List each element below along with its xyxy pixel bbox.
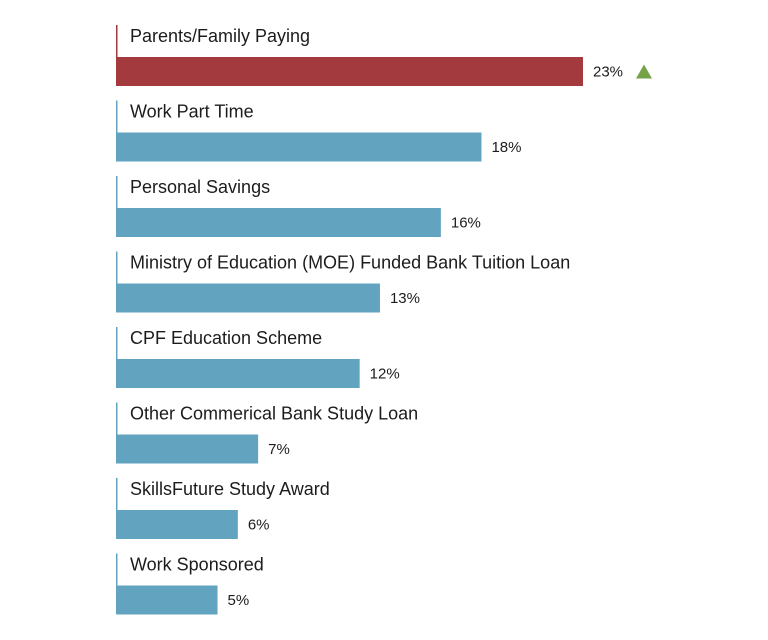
chart-rows: Parents/Family Paying 23% Work Part Time 18… [116,25,652,615]
bar-row: Ministry of Education (MOE) Funded Bank … [116,251,570,313]
category-label: Work Sponsored [130,555,264,575]
bar-row: Other Commerical Bank Study Loan 7% [116,402,418,464]
category-label: SkillsFuture Study Award [130,479,330,499]
value-label: 16% [451,215,481,232]
bar-row: Personal Savings 16% [116,176,481,237]
bar [116,434,259,464]
value-label: 5% [228,592,250,609]
category-label: Personal Savings [130,177,270,197]
bar [116,208,441,237]
bar-row: CPF Education Scheme 12% [116,327,400,388]
category-label: CPF Education Scheme [130,328,322,348]
bar [116,359,360,388]
value-label: 23% [593,64,623,81]
bar-row: Work Sponsored 5% [116,553,264,615]
category-label: Work Part Time [130,102,254,122]
bar-row: Work Part Time 18% [116,100,522,162]
value-label: 12% [370,366,400,383]
bar-stem [116,25,118,57]
bar-stem [116,478,118,510]
category-label: Parents/Family Paying [130,26,310,46]
up-triangle-icon [636,64,652,79]
bar-stem [116,553,118,586]
bar [116,283,380,313]
bar [116,57,583,86]
value-label: 7% [268,441,290,458]
bar-row: SkillsFuture Study Award 6% [116,478,330,539]
category-label: Ministry of Education (MOE) Funded Bank … [130,253,570,273]
bar [116,585,218,615]
bar-stem [116,251,118,284]
bar-stem [116,100,118,133]
category-label: Other Commerical Bank Study Loan [130,404,418,424]
bar [116,510,238,539]
value-label: 13% [390,290,420,307]
value-label: 6% [248,517,270,534]
bar [116,132,482,162]
bar-stem [116,402,118,435]
bar-row: Parents/Family Paying 23% [116,25,652,86]
bar-stem [116,327,118,359]
value-label: 18% [491,139,521,156]
bar-stem [116,176,118,208]
